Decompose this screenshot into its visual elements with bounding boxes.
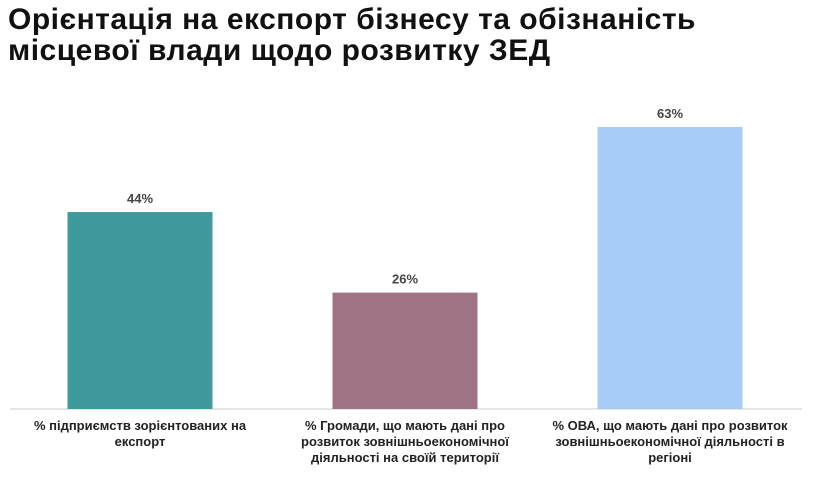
bar — [67, 212, 213, 409]
bar — [597, 127, 743, 409]
bar — [332, 292, 478, 409]
chart-title: Орієнтація на експорт бізнесу та обізнан… — [8, 3, 696, 67]
x-tick-label: % Громади, що мають дані про розвиток зо… — [301, 418, 509, 465]
data-label: 26% — [392, 272, 418, 287]
x-tick-label: % ОВА, що мають дані про розвиток зовніш… — [552, 418, 788, 465]
data-label: 44% — [127, 191, 153, 206]
data-label: 63% — [657, 106, 683, 121]
x-tick-label: % підприємств зорієнтованих на експорт — [33, 418, 247, 449]
